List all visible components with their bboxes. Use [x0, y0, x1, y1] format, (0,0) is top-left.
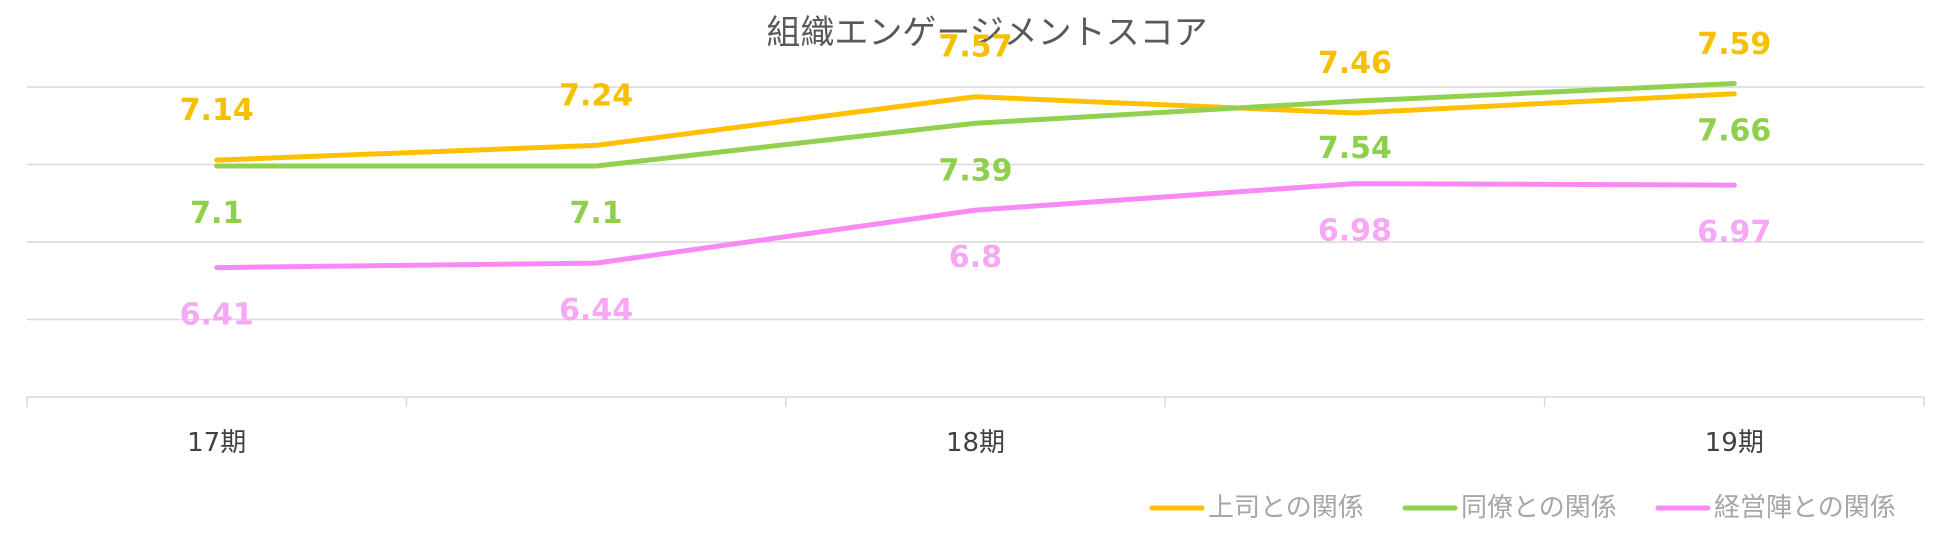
data-label: 7.57 [938, 30, 1012, 65]
data-label: 7.59 [1697, 27, 1771, 62]
series-line [214, 181, 1737, 271]
data-label: 6.97 [1697, 215, 1771, 250]
data-label: 6.41 [180, 298, 254, 333]
data-label: 7.46 [1318, 46, 1392, 81]
legend-label: 経営陣との関係 [1714, 493, 1896, 523]
data-label: 7.1 [190, 196, 243, 231]
legend-item: 経営陣との関係 [1655, 493, 1896, 523]
data-label: 7.24 [559, 78, 633, 113]
data-label: 7.1 [570, 196, 623, 231]
chart-title: 組織エンゲージメントスコア [766, 13, 1207, 53]
legend-label: 同僚との関係 [1461, 493, 1617, 523]
data-label: 7.54 [1318, 131, 1392, 166]
legend-item: 上司との関係 [1149, 493, 1364, 523]
data-label: 7.39 [938, 153, 1012, 188]
data-label: 7.66 [1697, 113, 1771, 148]
x-axis: 17期 18期 19期 [26, 397, 1925, 458]
data-label: 6.98 [1318, 214, 1392, 249]
data-label: 6.44 [559, 293, 633, 328]
data-labels: 7.14 7.24 7.57 7.46 7.59 7.1 7.1 7.39 7.54 7.66 6.… [180, 27, 1772, 333]
data-label: 6.8 [949, 240, 1002, 275]
legend-item: 同僚との関係 [1402, 493, 1617, 523]
x-tick-label: 17期 [187, 428, 246, 458]
x-tick-label: 19期 [1705, 428, 1764, 458]
series-line [214, 80, 1737, 169]
legend-label: 上司との関係 [1208, 493, 1364, 523]
x-tick-label: 18期 [946, 428, 1005, 458]
series-lines [214, 80, 1737, 271]
series-line [214, 91, 1737, 163]
legend: 上司との関係 同僚との関係 経営陣との関係 [1149, 493, 1896, 523]
data-label: 7.14 [180, 93, 254, 128]
